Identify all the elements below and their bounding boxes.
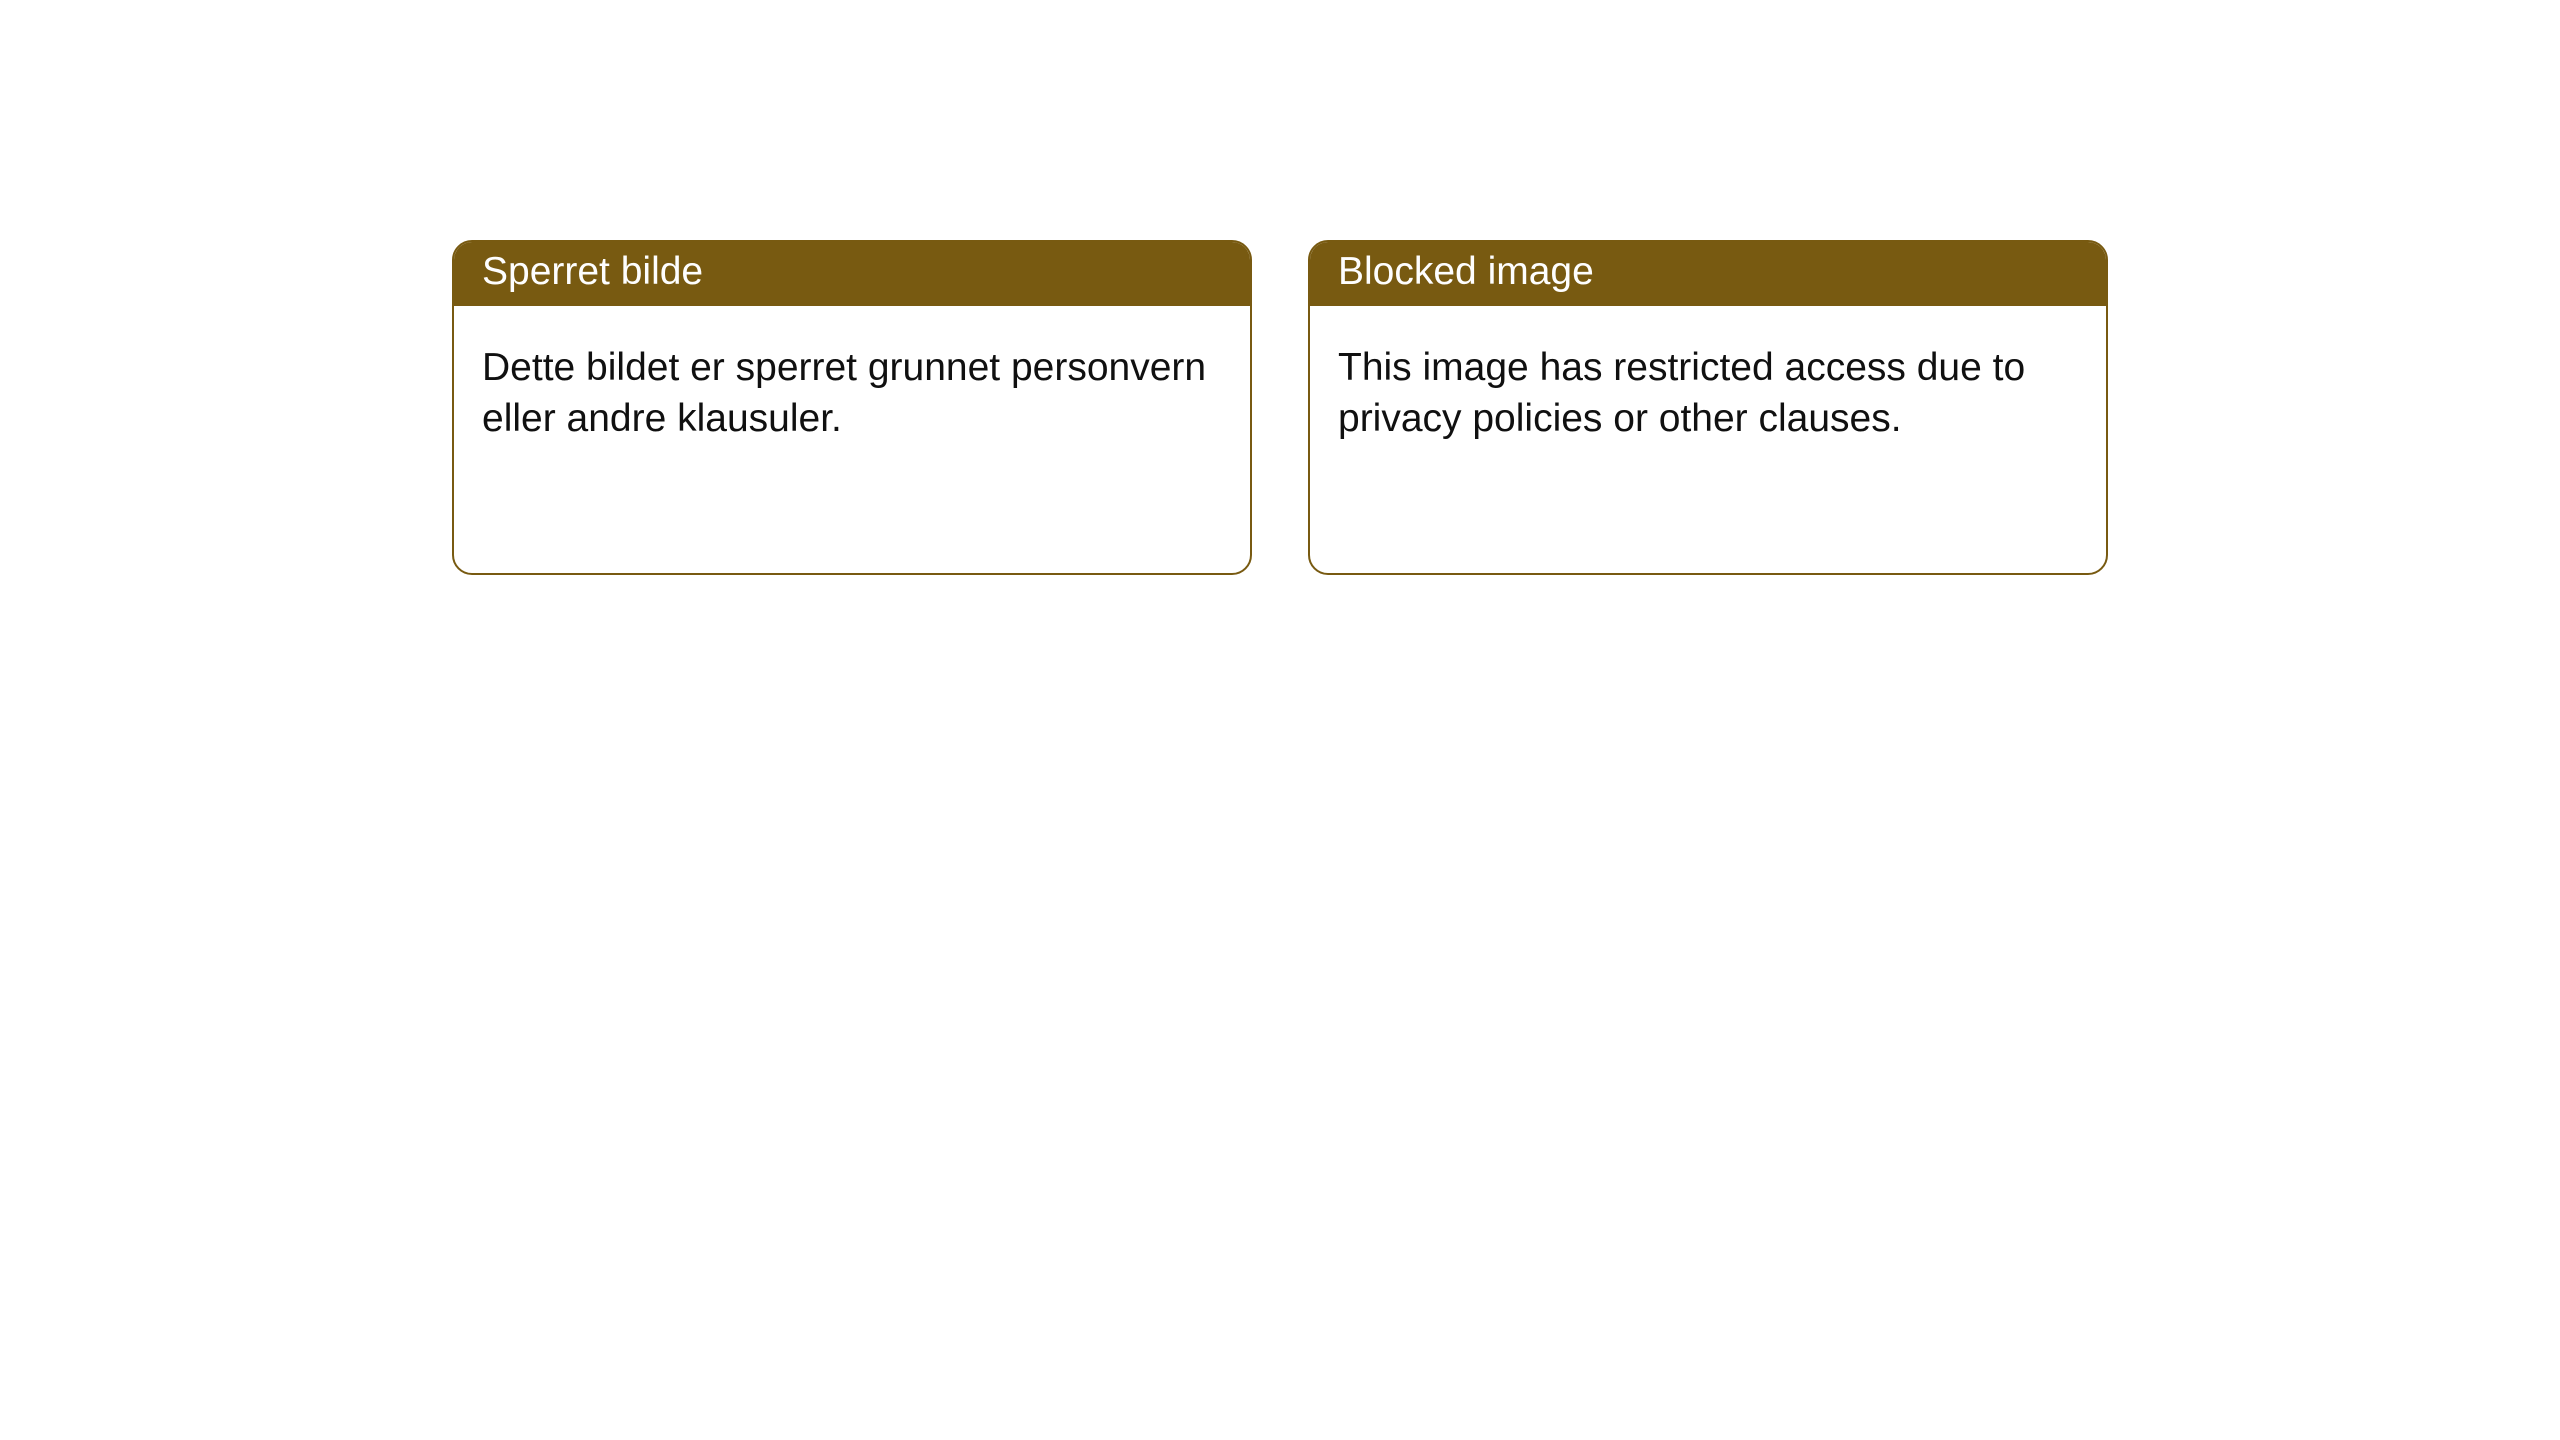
notice-body: This image has restricted access due to …	[1310, 306, 2106, 473]
notice-title: Sperret bilde	[454, 242, 1250, 306]
notice-container: Sperret bilde Dette bildet er sperret gr…	[0, 0, 2560, 575]
notice-card-english: Blocked image This image has restricted …	[1308, 240, 2108, 575]
notice-title: Blocked image	[1310, 242, 2106, 306]
notice-body: Dette bildet er sperret grunnet personve…	[454, 306, 1250, 473]
notice-card-norwegian: Sperret bilde Dette bildet er sperret gr…	[452, 240, 1252, 575]
